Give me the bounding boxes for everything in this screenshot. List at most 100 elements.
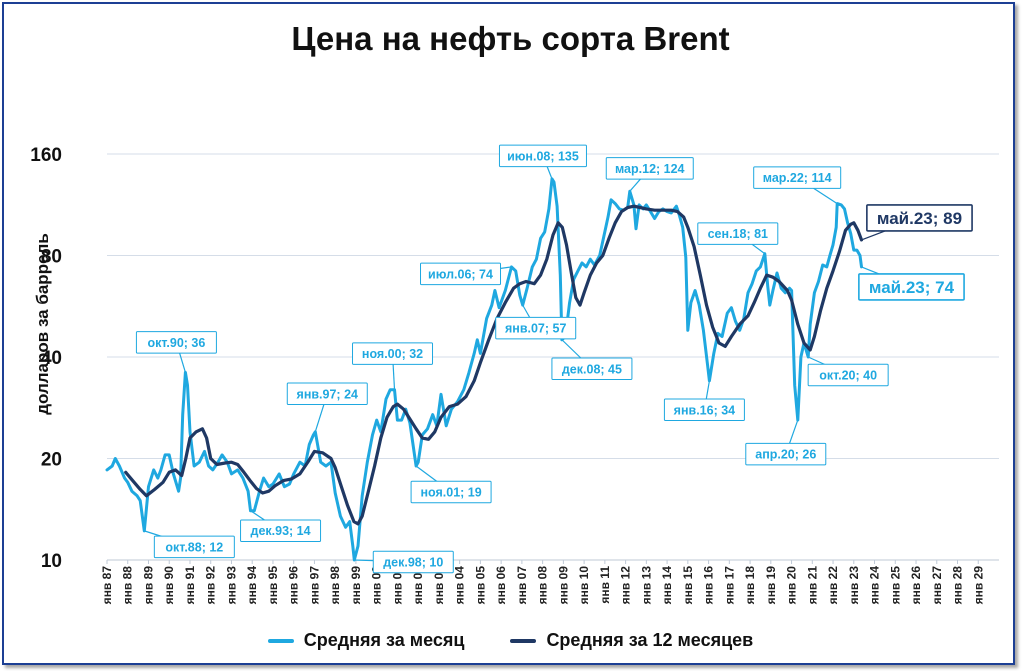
legend-label-monthly: Средняя за месяц	[303, 630, 465, 650]
annotation-label-13: сен.18; 81	[708, 227, 768, 241]
x-tick-label-9: янв 96	[287, 566, 301, 605]
chart-frame: Цена на нефть сорта Brent долларов за ба…	[2, 2, 1015, 665]
y-tick-label-4: 160	[30, 145, 62, 166]
annotation-17: май.23; 89	[861, 204, 973, 241]
x-tick-label-34: янв 21	[805, 566, 819, 605]
annotation-5: ноя.00; 32	[352, 342, 434, 390]
annotation-label-17: май.23; 89	[877, 209, 962, 228]
chart-title: Цена на нефть сорта Brent	[291, 20, 730, 57]
annotation-box-1	[135, 331, 217, 354]
x-tick-label-32: янв 19	[764, 566, 778, 605]
x-tick-label-14: янв 01	[390, 566, 404, 605]
annotation-label-4: дек.98; 10	[383, 556, 443, 570]
annotation-box-6	[410, 480, 492, 504]
x-tick-label-17: янв 04	[453, 566, 467, 605]
x-tick-label-40: янв 27	[930, 566, 944, 605]
x-tick-label-27: янв 14	[660, 566, 674, 605]
annotation-7: июл.06; 74	[420, 262, 512, 286]
x-tick-label-13: янв 00	[370, 566, 384, 605]
x-tick-label-25: янв 12	[619, 566, 633, 605]
annotation-6: ноя.01; 19	[410, 465, 492, 504]
legend-swatch-12m	[510, 638, 537, 643]
annotation-label-12: янв.16; 34	[674, 403, 735, 417]
x-tick-label-12: янв 99	[349, 566, 363, 605]
annotation-box-15	[807, 363, 889, 387]
y-tick-label-3: 80	[41, 247, 62, 268]
annotation-2: дек.93; 14	[240, 510, 322, 542]
y-tick-label-1: 20	[41, 450, 62, 471]
x-tick-label-36: янв 23	[847, 566, 861, 605]
x-tick-label-24: янв 11	[598, 566, 612, 604]
x-tick-labels: янв 87 янв 88 янв 89 янв 90 янв 91 янв 92 янв …	[100, 560, 985, 604]
annotation-label-18: май.23; 74	[869, 278, 955, 297]
annotation-label-10: дек.08; 45	[562, 362, 622, 376]
x-tick-label-21: янв 08	[536, 566, 550, 605]
annotations: окт.88; 12 окт.90; 36 дек.93; 14 янв.97; 24…	[135, 144, 973, 574]
x-tick-label-33: янв 20	[785, 566, 799, 605]
annotation-box-0	[153, 535, 235, 559]
annotation-box-16	[753, 166, 842, 189]
x-tick-label-23: янв 10	[577, 566, 591, 605]
x-tick-label-31: янв 18	[743, 566, 757, 605]
annotation-label-5: ноя.00; 32	[362, 347, 423, 361]
annotation-3: янв.97; 24	[286, 382, 368, 432]
annotation-label-16: мар.22; 114	[763, 171, 832, 185]
grid-lines	[107, 153, 999, 561]
x-tick-label-35: янв 22	[826, 566, 840, 605]
annotation-box-17	[866, 204, 973, 232]
y-tick-label-2: 40	[41, 348, 62, 369]
x-tick-label-30: янв 17	[722, 566, 736, 605]
annotation-box-3	[286, 382, 368, 406]
annotation-box-4	[372, 550, 454, 574]
x-tick-label-7: янв 94	[245, 566, 259, 605]
annotation-label-1: окт.90; 36	[147, 336, 205, 350]
legend-label-12m: Средняя за 12 месяцев	[546, 630, 754, 650]
annotation-box-18	[858, 273, 965, 301]
legend-swatch-monthly	[267, 638, 294, 643]
annotation-label-6: ноя.01; 19	[420, 486, 481, 500]
legend-item-12m: Средняя за 12 месяцев	[510, 630, 753, 651]
series-line-1	[124, 204, 864, 526]
annotation-10: дек.08; 45	[551, 339, 633, 381]
annotation-16: мар.22; 114	[753, 166, 842, 205]
x-tick-label-41: янв 28	[951, 566, 965, 605]
annotation-box-7	[420, 262, 502, 286]
annotation-14: апр.20; 26	[745, 419, 827, 466]
y-tick-label-0: 10	[41, 551, 62, 572]
annotation-box-5	[352, 342, 434, 365]
annotation-box-14	[745, 442, 827, 466]
x-tick-label-38: янв 25	[888, 566, 902, 605]
y-tick-labels: 10 20 40 80 160	[30, 145, 62, 572]
annotation-label-0: окт.88; 12	[165, 540, 223, 554]
x-tick-label-2: янв 89	[141, 566, 155, 605]
annotation-label-15: окт.20; 40	[819, 369, 877, 383]
x-tick-label-3: янв 90	[162, 566, 176, 605]
x-tick-label-5: янв 92	[204, 566, 218, 605]
annotation-1: окт.90; 36	[135, 331, 217, 373]
annotation-box-9	[498, 144, 587, 168]
annotation-label-9: июн.08; 135	[507, 149, 579, 163]
x-tick-label-15: янв 02	[411, 566, 425, 605]
annotation-box-8	[495, 316, 577, 340]
annotation-box-10	[551, 357, 633, 381]
annotation-label-11: мар.12; 124	[615, 162, 685, 176]
annotation-box-13	[697, 222, 779, 245]
annotation-13: сен.18; 81	[697, 222, 779, 255]
series-lines	[105, 177, 864, 562]
x-tick-label-4: янв 91	[183, 566, 197, 605]
x-tick-label-19: янв 06	[494, 566, 508, 605]
x-tick-label-20: янв 07	[515, 566, 529, 605]
annotation-label-7: июл.06; 74	[428, 267, 493, 281]
annotation-12: янв.16; 34	[663, 380, 745, 422]
annotation-label-3: янв.97; 24	[297, 387, 358, 401]
annotation-9: июн.08; 135	[498, 144, 587, 180]
x-tick-label-10: янв 97	[307, 566, 321, 605]
annotation-15: окт.20; 40	[807, 356, 889, 387]
annotation-label-2: дек.93; 14	[251, 524, 311, 538]
annotation-18: май.23; 74	[858, 266, 965, 301]
x-tick-label-8: янв 95	[266, 566, 280, 605]
x-tick-label-0: янв 87	[100, 566, 114, 605]
annotation-4: дек.98; 10	[354, 550, 454, 574]
x-tick-label-16: янв 03	[432, 566, 446, 605]
